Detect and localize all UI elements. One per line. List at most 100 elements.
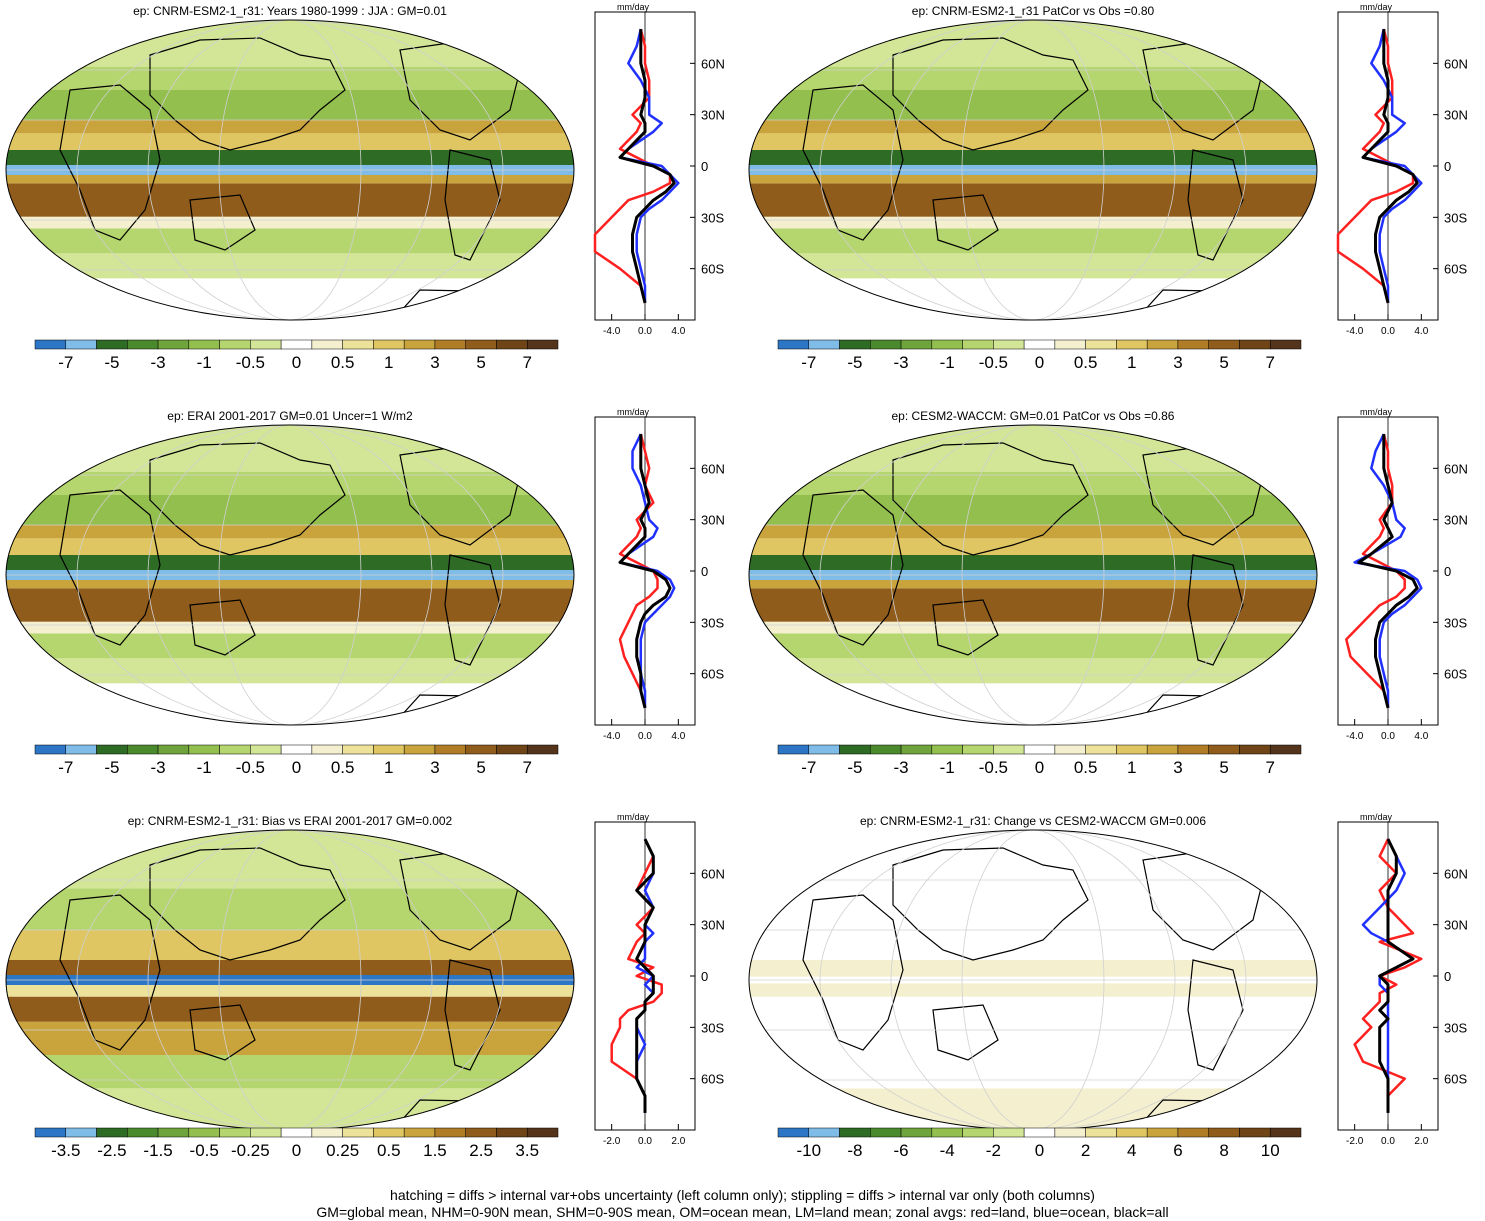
zonal-y-tick-label: 30S [701,210,724,225]
footer-note-means: GM=global mean, NHM=0-90N mean, SHM=0-90… [316,1204,1169,1220]
coastline [1187,149,1244,261]
graticule-meridian [218,830,362,1130]
graticule-meridian [76,425,504,725]
colorbar-swatch [280,1127,313,1138]
colorbar-swatch [808,1127,840,1138]
map-field [6,20,574,320]
lat-band [6,133,574,150]
map-border [5,424,575,726]
colorbar-swatch [1239,1127,1271,1138]
colorbar-swatch [465,744,497,755]
colorbar-tick-label: 8 [1219,1141,1228,1160]
colorbar-swatch [96,744,128,755]
lat-band [6,66,574,90]
colorbar-swatch [962,339,994,350]
lat-band [749,996,1317,1089]
colorbar-tick-label: -7 [58,353,73,372]
colorbar-tick-label: -4 [940,1141,955,1160]
graticule-meridian [890,425,1176,725]
zonal-y-tick-label: 0 [701,969,708,984]
colorbar-swatch [65,744,97,755]
colorbar-tick-label: 2 [1081,1141,1090,1160]
map-field [6,425,574,725]
lat-band [749,216,1317,229]
lat-band [6,495,574,525]
lat-band [749,946,1317,960]
colorbar-swatch [311,339,343,350]
lat-band [749,683,1317,725]
zonal-series-land [1353,838,1423,1113]
colorbar-swatch [434,339,466,350]
chart-svg: ep: ERAI 2001-2017 GM=0.01 Uncer=1 W/m2 -… [5,407,725,777]
colorbar-tick-label: -0.5 [236,353,265,372]
lat-band [749,830,1317,947]
colorbar-swatch [219,744,251,755]
colorbar-swatch [403,339,436,350]
colorbar-tick-label: 5 [476,353,485,372]
lat-band [749,228,1317,254]
map-field [6,830,574,1130]
colorbar-swatch [1208,339,1240,350]
colorbar-tick-label: -2.5 [97,1141,126,1160]
lat-band [749,538,1317,555]
colorbar-tick-label: 7 [1266,353,1275,372]
graticule-meridian [890,20,1176,320]
colorbar-tick-label: 1 [384,353,393,372]
colorbar-tick-label: -0.5 [979,758,1008,777]
colorbar-tick-label: -3 [150,758,165,777]
colorbar-swatch [250,339,282,350]
zonal-series-all [1361,29,1419,304]
colorbar-tick-label: 0.5 [377,1141,401,1160]
zonal-series-all [618,29,676,304]
graticule-meridian [961,20,1105,320]
zonal-series-land [1345,433,1406,709]
colorbar-swatch [157,339,190,350]
panel-d: ep: CESM2-WACCM: GM=0.01 PatCor vs Obs =… [743,405,1485,805]
zonal-x-tick-label: 4.0 [671,731,685,742]
zonal-series-land [618,433,659,709]
colorbar-tick-label: 1.5 [423,1141,447,1160]
colorbar-tick-label: -5 [104,758,119,777]
colorbar-tick-label: 6 [1173,1141,1182,1160]
colorbar-swatch [1177,744,1209,755]
map-border [748,424,1318,726]
colorbar-swatch [96,1127,128,1138]
coastline [189,1004,256,1061]
colorbar-swatch [993,339,1025,350]
lat-band [749,66,1317,90]
lat-band [749,525,1317,539]
panel-e: ep: CNRM-ESM2-1_r31: Bias vs ERAI 2001-2… [0,810,742,1188]
colorbar-tick-label: 0.25 [326,1141,359,1160]
graticule-meridian [819,830,1247,1130]
colorbar-swatch [34,744,67,755]
graticule-meridian [76,20,504,320]
colorbar-swatch [839,744,871,755]
lat-band [6,658,574,684]
lat-band [6,588,574,622]
colorbar-tick-label: -5 [104,353,119,372]
lat-band [749,588,1317,622]
colorbar-swatch [34,339,67,350]
zonal-y-tick-label: 0 [1444,159,1451,174]
zonal-x-tick-label: 0.0 [638,731,652,742]
colorbar-swatch [127,339,159,350]
zonal-y-tick-label: 30N [1444,108,1468,123]
zonal-y-tick-label: 60S [1444,1072,1467,1087]
colorbar-tick-label: 1 [1127,758,1136,777]
zonal-series-ocean [1353,433,1423,708]
chart-svg: ep: CNRM-ESM2-1_r31: Bias vs ERAI 2001-2… [5,812,725,1160]
zonal-y-tick-label: 60S [701,262,724,277]
colorbar-swatch [808,339,840,350]
zonal-y-tick-label: 60S [701,1072,724,1087]
colorbar-tick-label: -3 [893,353,908,372]
lat-band [6,985,574,997]
zonal-y-tick-label: 60N [1444,56,1468,71]
zonal-x-tick-label: -4.0 [603,731,621,742]
map-border [748,19,1318,321]
colorbar-swatch [34,1127,67,1138]
colorbar-swatch [808,744,840,755]
colorbar-swatch [1146,744,1179,755]
zonal-y-tick-label: 60N [701,866,725,881]
colorbar-swatch [342,339,374,350]
lat-band [749,495,1317,525]
